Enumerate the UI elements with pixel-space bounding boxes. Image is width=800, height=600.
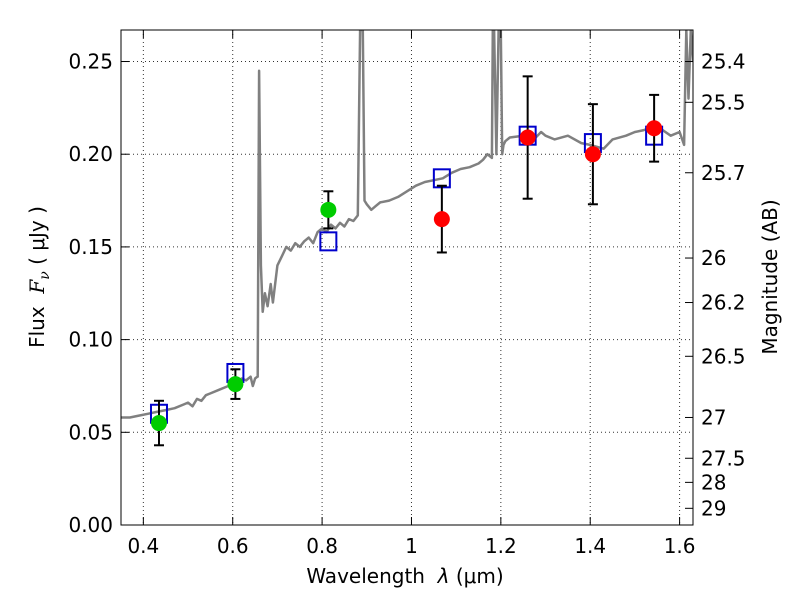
y-tick-label: 0.20	[68, 142, 113, 166]
x-tick-label: 0.6	[217, 534, 249, 558]
photometry-point	[320, 201, 337, 218]
magnitude-tick-label: 29	[701, 496, 726, 520]
photometry-point	[519, 129, 536, 146]
plot-area	[121, 30, 693, 447]
y-tick-label: 0.25	[68, 50, 113, 74]
axis-ticks: 0.4 0.6 0.8 1 1.2 1.4 1.6 0.00 0.05 0.10 0.15 0.20 0…	[68, 30, 746, 558]
magnitude-tick-label: 26.5	[701, 344, 746, 368]
x-axis-title: Wavelength λ (μm)	[306, 564, 503, 588]
magnitude-tick-label: 28	[701, 470, 726, 494]
x-tick-label: 1.2	[485, 534, 517, 558]
magnitude-tick-label: 25.5	[701, 90, 746, 114]
model-photometry-square	[319, 231, 338, 252]
magnitude-tick-label: 26	[701, 246, 726, 270]
right-axis-title: Magnitude (AB)	[758, 199, 782, 354]
x-tick-label: 1.6	[664, 534, 696, 558]
magnitude-tick-label: 27	[701, 405, 726, 429]
y-tick-label: 0.05	[68, 420, 113, 444]
photometry-point	[150, 415, 167, 432]
x-tick-label: 1.4	[574, 534, 606, 558]
magnitude-tick-label: 27.5	[701, 446, 746, 470]
x-tick-label: 0.8	[306, 534, 338, 558]
y-tick-label: 0.15	[68, 235, 113, 259]
y-tick-label: 0.00	[68, 513, 113, 537]
magnitude-tick-label: 25.4	[701, 50, 746, 74]
x-tick-label: 0.4	[127, 534, 159, 558]
photometry-point	[227, 376, 244, 393]
y-axis-title: Flux Fν ( μJy )	[25, 206, 53, 348]
magnitude-tick-label: 25.7	[701, 161, 746, 185]
magnitude-tick-label: 26.2	[701, 291, 746, 315]
photometry-point	[433, 211, 450, 228]
y-tick-label: 0.10	[68, 328, 113, 352]
photometry-point	[584, 146, 601, 163]
plot-frame	[120, 29, 694, 526]
x-tick-label: 1	[405, 534, 418, 558]
photometry-point	[646, 120, 663, 137]
